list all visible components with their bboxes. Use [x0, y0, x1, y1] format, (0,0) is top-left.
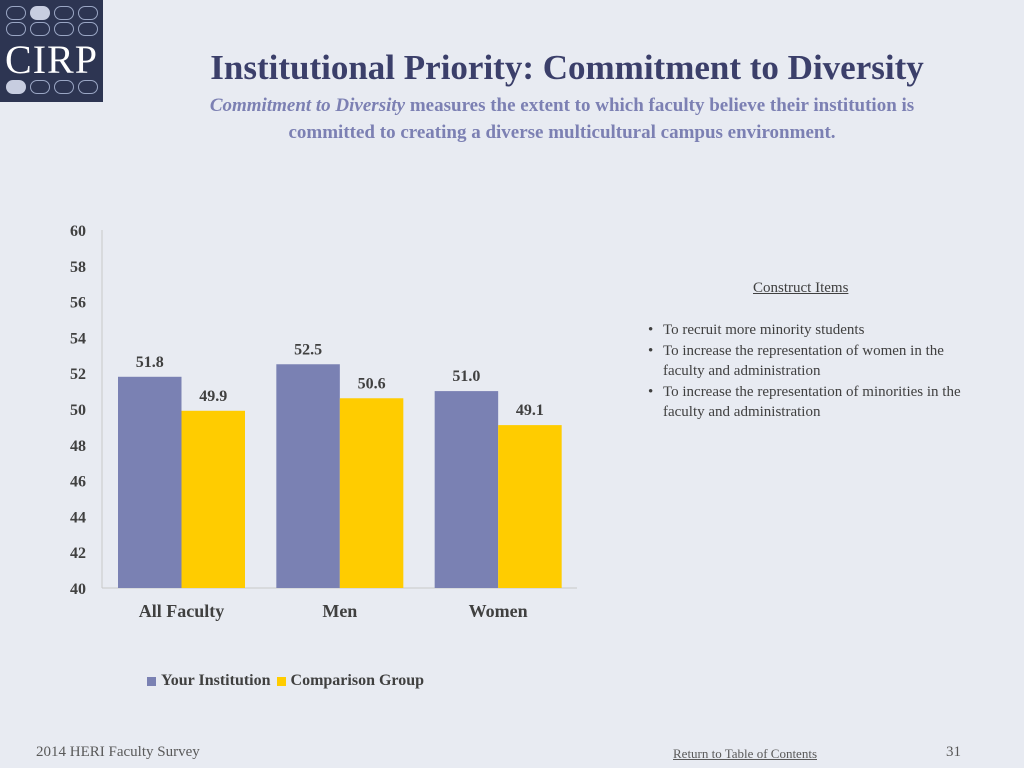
y-tick-label: 58: [70, 259, 86, 276]
subtitle-emphasis: Commitment to Diversity: [209, 95, 406, 116]
legend-swatch-comparison-group: [276, 676, 286, 686]
legend-label-comparison-group: Comparison Group: [290, 672, 425, 689]
footer-survey-name: 2014 HERI Faculty Survey: [36, 744, 200, 760]
bar: [276, 364, 340, 588]
y-tick-label: 60: [70, 223, 86, 240]
x-category-label: Women: [469, 601, 528, 621]
return-to-toc-link[interactable]: Return to Table of Contents: [673, 746, 817, 761]
page-number: 31: [946, 744, 961, 760]
x-category-label: All Faculty: [139, 601, 225, 621]
bar: [434, 391, 499, 588]
bar-value-label: 52.5: [294, 341, 322, 358]
subtitle-line1: measures the extent to which faculty bel…: [405, 95, 915, 116]
bar-value-label: 50.6: [358, 375, 386, 392]
bar: [339, 398, 404, 588]
bar: [118, 376, 182, 588]
subtitle-line2: committed to creating a diverse multicul…: [288, 122, 836, 143]
logo-pill-row-2: [6, 22, 98, 36]
y-tick-label: 54: [70, 330, 86, 347]
y-tick-label: 48: [70, 438, 86, 455]
legend-swatch-your-institution: [147, 676, 156, 686]
page-title: Institutional Priority: Commitment to Di…: [210, 48, 924, 87]
logo-pill-row-top: [6, 6, 98, 20]
chart-legend: Your Institution Comparison Group: [147, 672, 430, 690]
bar-value-label: 49.9: [199, 388, 227, 405]
bullet-icon: •: [648, 383, 654, 400]
y-tick-label: 56: [70, 295, 86, 312]
construct-items-title: Construct Items: [753, 280, 849, 296]
y-tick-label: 50: [70, 402, 86, 419]
y-tick-label: 52: [70, 366, 86, 383]
bar-value-label: 49.1: [516, 402, 544, 419]
construct-item: • To increase the representation of minor…: [648, 383, 961, 421]
logo-wordmark: CIRP: [5, 37, 98, 82]
bullet-icon: •: [648, 342, 654, 359]
bullet-icon: •: [648, 322, 654, 338]
cirp-logo: CIRP: [0, 0, 103, 102]
page-subtitle: Commitment to Diversity measures the ext…: [130, 92, 994, 146]
x-category-label: Men: [322, 601, 357, 621]
construct-items-list: • To recruit more minority students • To i…: [648, 320, 988, 423]
bar-value-label: 51.8: [136, 354, 164, 371]
bar: [181, 410, 245, 588]
legend-label-your-institution: Your Institution: [161, 672, 271, 689]
legend-item-comparison-group: Comparison Group: [276, 672, 425, 690]
logo-pill-row-bottom: [6, 80, 98, 94]
bar-value-label: 51.0: [452, 368, 480, 385]
bar: [498, 425, 562, 588]
y-tick-label: 44: [70, 509, 86, 526]
construct-item: • To increase the representation of women…: [648, 342, 944, 380]
y-tick-label: 40: [70, 581, 86, 598]
legend-item-your-institution: Your Institution: [147, 672, 271, 690]
construct-item: • To recruit more minority students: [648, 320, 988, 341]
y-tick-label: 46: [70, 474, 86, 491]
y-tick-label: 42: [70, 545, 86, 562]
